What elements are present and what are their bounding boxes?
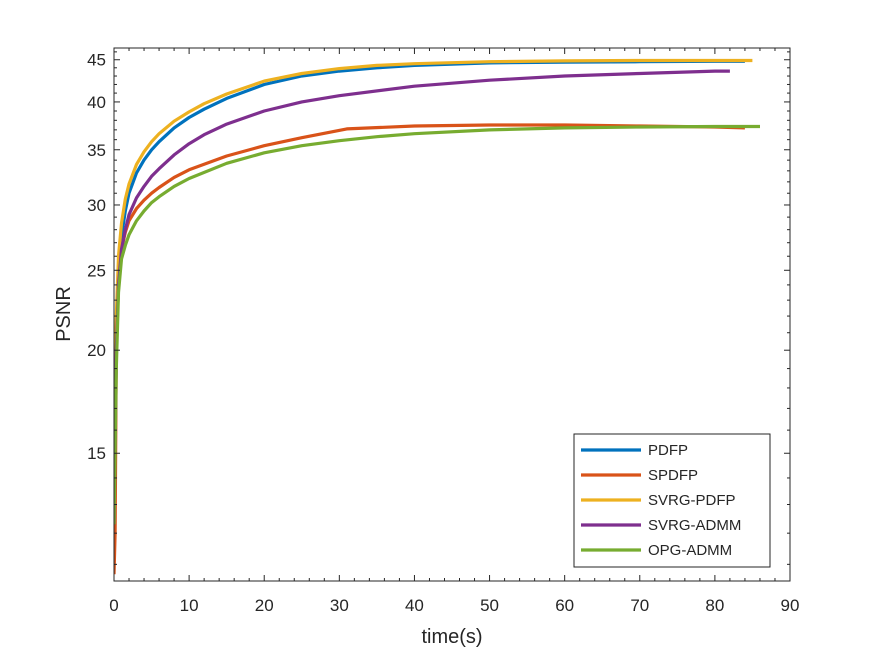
tick-layer: 0 10 20 30 40 50 60 70 80 90 15 20 25 30 35 40 45 (87, 48, 799, 615)
series-line-opg-admm (114, 124, 760, 525)
legend: PDFP SPDFP SVRG-PDFP SVRG-ADMM OPG-ADMM (573, 433, 771, 568)
x-tick-label: 30 (330, 596, 349, 615)
x-tick-label: 50 (480, 596, 499, 615)
axes-box (113, 47, 791, 582)
x-tick-label: 70 (630, 596, 649, 615)
y-tick-label: 15 (87, 444, 106, 463)
y-tick-label: 30 (87, 196, 106, 215)
x-axis-label: time(s) (421, 626, 482, 648)
y-tick-label: 20 (87, 341, 106, 360)
series-layer (114, 58, 760, 575)
y-tick-label: 25 (87, 261, 106, 280)
x-tick-label: 20 (255, 596, 274, 615)
y-axis-label: PSNR (53, 286, 75, 342)
legend-label-spdfp: SPDFP (648, 467, 698, 484)
legend-label-svrg-pdfp: SVRG-PDFP (648, 492, 736, 509)
x-tick-label: 90 (781, 596, 800, 615)
x-tick-label: 40 (405, 596, 424, 615)
x-tick-label: 10 (180, 596, 199, 615)
y-tick-label: 35 (87, 141, 106, 160)
legend-label-pdfp: PDFP (648, 442, 688, 459)
x-tick-label: 80 (705, 596, 724, 615)
x-tick-label: 0 (109, 596, 118, 615)
series-line-svrg-pdfp (114, 58, 753, 454)
y-tick-label: 45 (87, 51, 106, 70)
legend-label-svrg-admm: SVRG-ADMM (648, 517, 741, 534)
x-tick-label: 60 (555, 596, 574, 615)
y-tick-label: 40 (87, 93, 106, 112)
series-line-svrg-admm (114, 69, 730, 525)
legend-label-opg-admm: OPG-ADMM (648, 542, 732, 559)
